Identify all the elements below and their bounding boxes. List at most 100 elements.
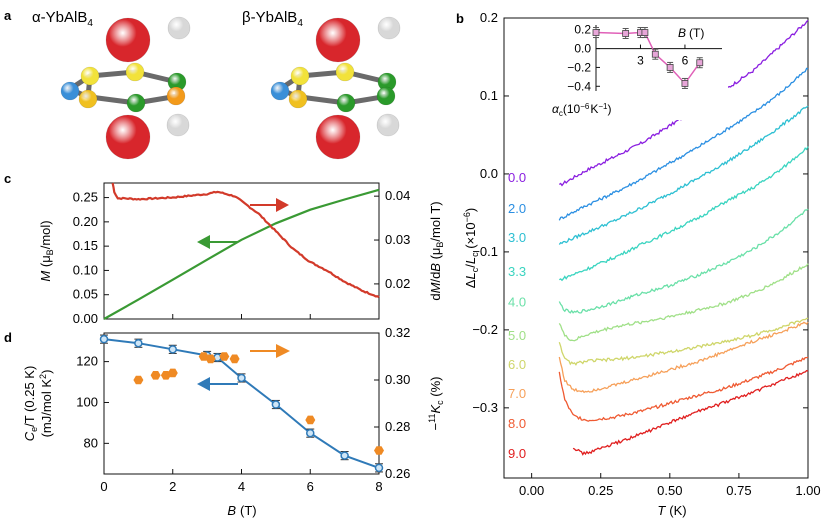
d-xlabel-unit: (T) <box>240 503 257 518</box>
beta-crystal-structure <box>270 16 401 160</box>
series-label-3-0: 3.0 <box>508 230 526 245</box>
ylabel-close: ) <box>39 370 54 374</box>
panel-c-axes: 0.00 0.05 0.10 0.15 0.20 0.25 0.02 0.03 0.04 <box>73 182 410 326</box>
ylabel-sub2: c <box>470 252 480 257</box>
boron-yellow-atom <box>125 62 145 82</box>
series-label-9-0: 9.0 <box>508 446 526 461</box>
panel-d-axes: 0 2 4 6 8 80 100 120 0.26 0.28 0.30 0.32 <box>76 325 410 494</box>
series-line-magnetization <box>103 188 380 320</box>
ylabel-line2: (mJ/mol K2) <box>38 370 54 438</box>
series-line-9-0 <box>572 369 809 456</box>
kc-data-point <box>305 415 316 425</box>
ylabel-rest: /T (0.25 K) <box>22 366 37 427</box>
series-line-2-0 <box>558 67 809 221</box>
y-tick-label-right: 0.30 <box>385 372 410 387</box>
ylabel-exp: −6 <box>462 212 472 222</box>
beta-title-main: β-YbAlB <box>242 9 297 26</box>
ce-data-point <box>306 428 315 438</box>
y-tick-label: −0.1 <box>472 244 498 259</box>
x-tick-label: 6 <box>307 479 314 494</box>
ylabel-unit: /mol) <box>38 220 53 249</box>
inset-data-point <box>592 29 600 36</box>
inset-x-label-main: B <box>678 26 686 40</box>
right-axis-arrow-head <box>276 344 290 358</box>
ylabel-unit: (×10 <box>463 222 478 252</box>
panel-label-d: d <box>4 330 12 345</box>
series-label-4-0: 4.0 <box>508 295 526 310</box>
y-tick-label: 0.1 <box>480 88 498 103</box>
series-label-2-0: 2.0 <box>508 201 526 216</box>
ylabel-sub: c <box>470 267 480 272</box>
boron-blue-atom <box>270 81 290 101</box>
ylabel-sub: e <box>29 427 39 432</box>
panel-c-axis-arrows <box>197 198 289 249</box>
series-label-0-0: 0.0 <box>508 170 526 185</box>
b-xlabel-main: T <box>657 503 666 518</box>
yb-atom-bottom <box>315 114 361 160</box>
y-tick-label-left: 0.05 <box>73 287 98 302</box>
panel-b-curves <box>558 19 809 456</box>
panel-c-frame <box>103 182 380 320</box>
inset-ylabel-sub: c <box>559 109 563 118</box>
panel-b-inset: 0.2 0.0 −0.2 −0.4 3 6 B (T) αc(10−6K−1) <box>540 22 728 120</box>
ce-data-point <box>213 353 222 362</box>
panel-b-frame <box>503 17 809 479</box>
ylabel-minus: − <box>428 423 443 431</box>
ylabel-b: B <box>428 263 443 272</box>
panel-b-field-labels: 0.0 2.0 3.0 3.3 4.0 5.0 6.0 7.0 8.0 9.0 <box>508 170 526 461</box>
inset-data-point <box>622 30 630 37</box>
y-tick-label-left: 0.25 <box>73 190 98 205</box>
ylabel-mu: (μ <box>38 255 53 270</box>
boron-yellow-atom <box>80 66 100 86</box>
boron-yellow-atom <box>290 66 310 86</box>
al-atom-top <box>167 16 191 40</box>
alpha-structure-title: α-YbAlB4 <box>32 9 93 29</box>
inset-y-tick-label: 0.2 <box>574 23 591 37</box>
inset-ylabel-unit: (10 <box>563 102 581 116</box>
ylabel-sub: B <box>45 249 55 255</box>
ylabel-d: d <box>428 293 443 300</box>
x-tick-label: 0.00 <box>519 483 544 498</box>
inset-ylabel-exp2: −1 <box>598 102 608 111</box>
ylabel-c: C <box>22 431 37 441</box>
kc-data-point <box>133 375 144 385</box>
boron-lower-atom <box>288 89 308 109</box>
kc-data-point <box>229 354 240 364</box>
series-line-8-0 <box>558 356 809 422</box>
inset-data-point <box>696 59 704 67</box>
kc-data-point <box>167 368 178 378</box>
inset-background <box>540 22 728 120</box>
yb-atom-top <box>105 17 151 63</box>
kc-data-point <box>150 371 161 380</box>
inset-ylabel-close: ) <box>607 102 611 116</box>
inset-data-point <box>651 50 659 58</box>
inset-data-point <box>641 29 649 36</box>
panel-b-axes: 0.00 0.25 0.50 0.75 1.00 −0.3 −0.2 −0.1 0.0 0.1 0.… <box>472 10 820 498</box>
y-tick-label-left: 0.15 <box>73 238 98 253</box>
kc-data-point <box>205 354 216 364</box>
ce-data-point <box>237 373 246 383</box>
inset-x-tick-label: 3 <box>637 54 644 68</box>
ylabel-db: /d <box>428 272 443 283</box>
inset-y-label: αc(10−6K−1) <box>552 102 611 118</box>
panel-label-c: c <box>4 171 11 186</box>
ylabel-sub: c <box>435 400 445 405</box>
panel-c-curves <box>103 182 380 320</box>
boron-green-atom <box>126 93 146 113</box>
panel-b-x-axis-label: T (K) <box>657 503 686 518</box>
y-tick-label-right: 0.26 <box>385 466 410 481</box>
ce-series-line <box>103 338 380 469</box>
inset-data-point <box>666 64 674 71</box>
series-line-4-0 <box>558 208 809 314</box>
y-tick-label: 0.2 <box>480 10 498 25</box>
x-tick-label: 2 <box>169 479 176 494</box>
panel-d: d 0 2 4 6 8 80 100 120 0.26 0.28 0.30 0.32 Ce/T (0.… <box>4 325 445 518</box>
panel-d-frame <box>103 332 380 475</box>
y-tick-label-left: 120 <box>76 354 98 369</box>
panel-a: a α-YbAlB4 β-YbAlB4 <box>4 8 401 160</box>
inset-x-label-unit: (T) <box>689 26 704 40</box>
b-xlabel-unit: (K) <box>669 503 686 518</box>
inset-ylabel-unit2: K <box>590 102 598 116</box>
ylabel-mu: (μ <box>428 248 443 263</box>
x-tick-label: 8 <box>375 479 382 494</box>
